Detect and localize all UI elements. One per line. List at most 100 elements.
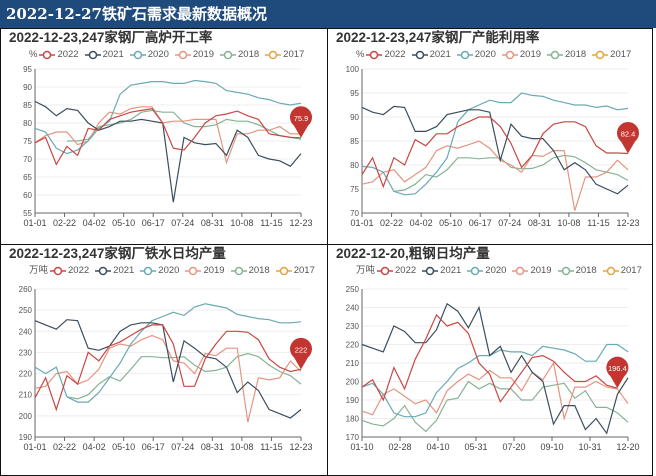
legend-item-2022[interactable]: 2022	[377, 265, 416, 277]
legend-item-2017[interactable]: 2017	[602, 265, 642, 277]
legend-item-2022[interactable]: 2022	[366, 49, 406, 61]
y-tick-label: 75	[23, 137, 32, 146]
legend-line-circle-icon	[185, 266, 202, 276]
legend-item-2022[interactable]: 2022	[50, 265, 89, 277]
series-line-2021	[361, 105, 629, 195]
legend-label: 2020	[474, 49, 496, 60]
marker-label: 75.9	[294, 114, 309, 123]
y-tick-label: 80	[23, 119, 32, 128]
x-tick-label: 07-24	[171, 442, 194, 452]
y-tick-label: 70	[350, 209, 359, 218]
marker-pin	[290, 337, 312, 370]
legend-label: 2019	[203, 265, 225, 276]
y-tick-label: 90	[350, 113, 359, 122]
x-tick-label: 07-24	[498, 218, 521, 228]
legend-item-2021[interactable]: 2021	[84, 49, 124, 61]
legend-item-2019[interactable]: 2019	[174, 49, 215, 61]
legend-label: 2017	[610, 49, 632, 60]
y-tick-label: 210	[19, 391, 33, 400]
series-line-2022	[34, 324, 302, 412]
series-line-2021	[361, 302, 629, 435]
legend-item-2019[interactable]: 2019	[185, 265, 225, 277]
series-line-2020	[34, 79, 302, 155]
series-line-2021	[34, 319, 302, 419]
marker-label: 196.4	[608, 364, 627, 373]
latest-value-marker: 75.9	[290, 106, 312, 138]
legend: 万吨 2022 2021 2020 2019 2018 2017	[29, 265, 321, 277]
chart-plot: 170 180 190 200 210 220 230 240 250 01-10 02-28 04-…	[346, 285, 640, 452]
legend-line-circle-icon	[366, 50, 383, 60]
series-line-2018	[66, 109, 302, 142]
x-tick-label: 10-08	[230, 442, 253, 452]
x-tick-label: 06-17	[142, 442, 165, 452]
legend-label: 2020	[158, 265, 180, 276]
legend-item-2020[interactable]: 2020	[467, 265, 506, 277]
legend-label: 2018	[248, 265, 270, 276]
legend-line-circle-icon	[602, 266, 619, 276]
x-tick-label: 02-22	[53, 442, 76, 452]
legend-label: 2019	[192, 49, 215, 60]
legend-label: 2022	[395, 265, 417, 276]
legend-item-2022[interactable]: 2022	[39, 49, 79, 61]
legend-label: 2018	[238, 49, 260, 60]
series-line-2019	[361, 361, 629, 421]
legend-item-2017[interactable]: 2017	[592, 49, 631, 61]
y-tick-label: 65	[23, 173, 32, 182]
y-tick-label: 180	[346, 415, 360, 424]
legend-item-2018[interactable]: 2018	[230, 265, 270, 277]
y-tick-label: 55	[23, 209, 32, 218]
legend-line-circle-icon	[557, 266, 574, 276]
y-tick-label: 240	[346, 304, 360, 313]
legend-item-2018[interactable]: 2018	[557, 265, 597, 277]
y-tick-label: 85	[23, 101, 32, 110]
panel-hot-metal-output: 2022-12-23,247家钢厂铁水日均产量 万吨 2022 2021 2020 20…	[0, 244, 329, 476]
legend-item-2017[interactable]: 2017	[265, 49, 304, 61]
series-line-2022	[361, 116, 629, 189]
x-tick-label: 01-01	[350, 218, 373, 228]
y-tick-label: 80	[350, 161, 359, 170]
y-tick-label: 260	[19, 285, 33, 294]
legend-label: 2020	[147, 49, 169, 60]
y-tick-label: 220	[19, 370, 33, 379]
legend-item-2021[interactable]: 2021	[95, 265, 134, 277]
legend-line-circle-icon	[39, 50, 56, 60]
legend-label: 2017	[293, 265, 315, 276]
panel-blast-furnace-rate: 2022-12-23,247家钢厂高炉开工率 % 2022 2021 2020 2019…	[0, 28, 329, 246]
x-tick-label: 04-02	[83, 218, 106, 228]
series-line-2018	[361, 380, 629, 433]
legend-item-2021[interactable]: 2021	[411, 49, 451, 61]
legend-line-circle-icon	[84, 50, 101, 60]
y-tick-label: 70	[23, 155, 32, 164]
x-tick-label: 05-10	[439, 218, 462, 228]
series-line-2018	[393, 154, 629, 192]
legend-label: 2019	[530, 265, 552, 276]
x-tick-label: 12-23	[616, 218, 639, 228]
x-tick-label: 10-08	[557, 218, 580, 228]
legend-item-2019[interactable]: 2019	[501, 49, 542, 61]
series-line-2021	[34, 100, 302, 203]
legend-item-2020[interactable]: 2020	[456, 49, 496, 61]
legend-item-2019[interactable]: 2019	[512, 265, 552, 277]
chart-plot: 70 75 80 85 90 95 100 01-01 02-22 04-02 05-10 06-17…	[346, 65, 640, 228]
legend-item-2020[interactable]: 2020	[129, 49, 169, 61]
y-tick-label: 240	[19, 327, 33, 336]
y-tick-label: 100	[346, 65, 360, 74]
x-tick-label: 07-20	[502, 442, 525, 452]
legend-line-circle-icon	[501, 50, 518, 60]
chart-plot: 55 60 65 70 75 80 85 90 95 01-01 02-22 04-02 05-10 06…	[23, 65, 312, 228]
legend-label: 2019	[519, 49, 542, 60]
chart-title: 2022-12-20,粗钢日均产量	[336, 246, 490, 261]
y-tick-label: 95	[23, 65, 32, 74]
legend-line-circle-icon	[230, 266, 247, 276]
legend-item-2018[interactable]: 2018	[220, 49, 259, 61]
legend-label: 2018	[565, 49, 587, 60]
legend-item-2021[interactable]: 2021	[422, 265, 461, 277]
marker-pin	[606, 356, 629, 389]
legend-item-2020[interactable]: 2020	[140, 265, 179, 277]
legend-item-2017[interactable]: 2017	[275, 265, 315, 277]
chart-title: 2022-12-23,247家钢厂高炉开工率	[9, 30, 213, 45]
legend-item-2018[interactable]: 2018	[547, 49, 586, 61]
x-tick-label: 05-10	[112, 442, 135, 452]
legend-label: 2022	[384, 49, 406, 60]
x-tick-label: 07-24	[171, 218, 194, 228]
